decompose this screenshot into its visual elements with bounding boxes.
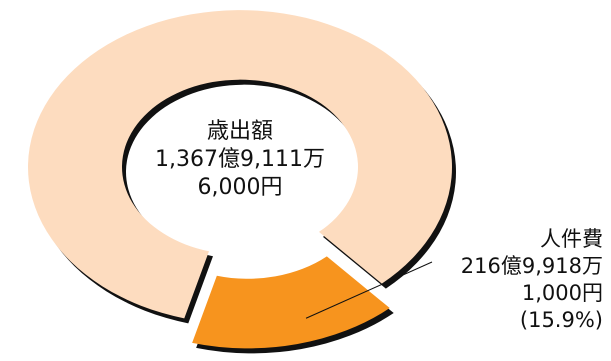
total-title: 歳出額 — [206, 119, 273, 144]
slice-label-personnel: 人件費 216億9,918万 1,000円 (15.9%) — [461, 226, 603, 334]
leader-line — [305, 261, 433, 319]
slice-percent: (15.9%) — [519, 308, 603, 332]
slice-personnel — [192, 256, 390, 349]
slice-layer — [28, 10, 453, 349]
slice-amount-line2: 1,000円 — [521, 281, 603, 305]
total-label: 歳出額 1,367億9,111万 6,000円 — [140, 118, 340, 202]
slice-name: 人件費 — [540, 227, 603, 251]
slice-amount-line1: 216億9,918万 — [460, 254, 603, 278]
total-amount-line2: 6,000円 — [197, 175, 283, 200]
slice-other — [28, 10, 453, 319]
total-amount-line1: 1,367億9,111万 — [155, 147, 325, 172]
